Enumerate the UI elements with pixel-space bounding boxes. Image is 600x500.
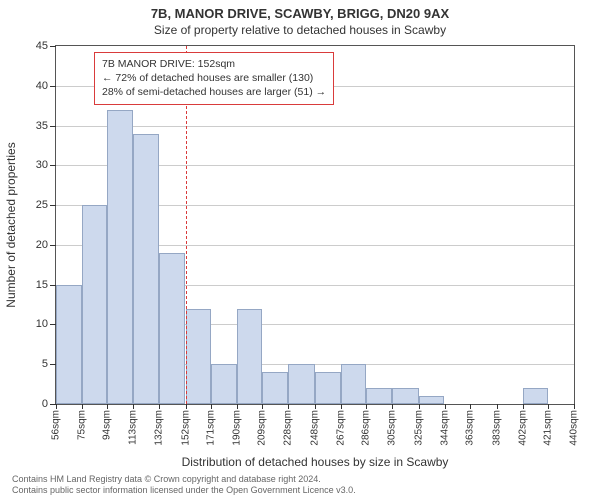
x-tick-label: 305sqm — [386, 410, 397, 446]
histogram-bar — [262, 372, 288, 404]
y-axis-label: Number of detached properties — [4, 142, 18, 307]
x-tick-label: 75sqm — [76, 410, 87, 440]
y-axis-label-wrap: Number of detached properties — [4, 45, 18, 405]
x-tick-label: 190sqm — [231, 410, 242, 446]
y-tick-label: 30 — [36, 159, 48, 171]
y-tick-label: 0 — [42, 398, 48, 410]
histogram-bar — [159, 253, 186, 404]
histogram-bar — [237, 309, 263, 404]
x-tick-label: 113sqm — [127, 410, 138, 445]
annotation-line3: 28% of semi-detached houses are larger (… — [102, 85, 326, 99]
footnote-line2: Contains public sector information licen… — [12, 485, 356, 496]
x-tick-label: 132sqm — [153, 410, 164, 446]
x-tick — [133, 404, 134, 409]
x-tick — [366, 404, 367, 409]
y-tick-label: 15 — [36, 279, 48, 291]
x-tick-label: 440sqm — [569, 410, 580, 446]
x-tick — [497, 404, 498, 409]
x-tick-label: 152sqm — [180, 410, 191, 446]
y-tick-label: 25 — [36, 199, 48, 211]
x-tick-label: 94sqm — [102, 410, 113, 440]
y-tick-label: 20 — [36, 239, 48, 251]
y-tick — [50, 205, 56, 206]
x-tick — [392, 404, 393, 409]
histogram-bar — [392, 388, 419, 404]
chart-subtitle: Size of property relative to detached ho… — [0, 21, 600, 37]
histogram-bar — [186, 309, 212, 404]
annotation-line1: 7B MANOR DRIVE: 152sqm — [102, 57, 326, 71]
grid-line — [56, 126, 574, 127]
histogram-bar — [523, 388, 549, 404]
x-tick-label: 286sqm — [361, 410, 372, 446]
x-tick — [419, 404, 420, 409]
x-tick-label: 421sqm — [543, 410, 554, 446]
histogram-bar — [82, 205, 108, 404]
y-tick — [50, 126, 56, 127]
histogram-bar — [288, 364, 315, 404]
histogram-bar — [315, 372, 341, 404]
histogram-bar — [133, 134, 159, 404]
x-tick-label: 56sqm — [51, 410, 62, 440]
x-tick-label: 325sqm — [413, 410, 424, 446]
y-tick-label: 10 — [36, 318, 48, 330]
histogram-bar — [341, 364, 367, 404]
histogram-bar — [211, 364, 237, 404]
x-tick-label: 383sqm — [492, 410, 503, 446]
x-tick-label: 209sqm — [257, 410, 268, 446]
x-tick — [107, 404, 108, 409]
y-tick-label: 5 — [42, 358, 48, 370]
y-tick — [50, 245, 56, 246]
y-tick — [50, 165, 56, 166]
footnote-line1: Contains HM Land Registry data © Crown c… — [12, 474, 356, 485]
x-tick — [159, 404, 160, 409]
x-tick — [523, 404, 524, 409]
x-tick — [262, 404, 263, 409]
x-tick — [186, 404, 187, 409]
annotation-line2: ← 72% of detached houses are smaller (13… — [102, 71, 326, 85]
x-axis-label: Distribution of detached houses by size … — [55, 455, 575, 469]
y-tick-label: 45 — [36, 40, 48, 52]
x-tick — [574, 404, 575, 409]
x-tick-label: 248sqm — [310, 410, 321, 446]
x-tick — [341, 404, 342, 409]
x-tick-label: 228sqm — [283, 410, 294, 446]
footnote: Contains HM Land Registry data © Crown c… — [12, 474, 356, 496]
x-tick-label: 171sqm — [206, 410, 217, 446]
y-tick — [50, 86, 56, 87]
y-tick-label: 35 — [36, 120, 48, 132]
x-tick — [56, 404, 57, 409]
chart-container: 7B, MANOR DRIVE, SCAWBY, BRIGG, DN20 9AX… — [0, 0, 600, 500]
x-tick-label: 267sqm — [335, 410, 346, 446]
chart-title: 7B, MANOR DRIVE, SCAWBY, BRIGG, DN20 9AX — [0, 0, 600, 21]
y-tick — [50, 46, 56, 47]
x-tick — [288, 404, 289, 409]
x-tick — [82, 404, 83, 409]
y-tick-label: 40 — [36, 80, 48, 92]
histogram-bar — [419, 396, 445, 404]
annotation-box: 7B MANOR DRIVE: 152sqm← 72% of detached … — [94, 52, 334, 105]
x-tick — [237, 404, 238, 409]
plot-area: 05101520253035404556sqm75sqm94sqm113sqm1… — [55, 45, 575, 405]
x-tick — [470, 404, 471, 409]
x-tick — [211, 404, 212, 409]
histogram-bar — [56, 285, 82, 404]
x-tick-label: 402sqm — [517, 410, 528, 446]
x-tick — [548, 404, 549, 409]
x-tick-label: 363sqm — [465, 410, 476, 446]
x-tick — [315, 404, 316, 409]
histogram-bar — [107, 110, 133, 404]
histogram-bar — [366, 388, 392, 404]
x-tick-label: 344sqm — [439, 410, 450, 446]
x-tick — [445, 404, 446, 409]
